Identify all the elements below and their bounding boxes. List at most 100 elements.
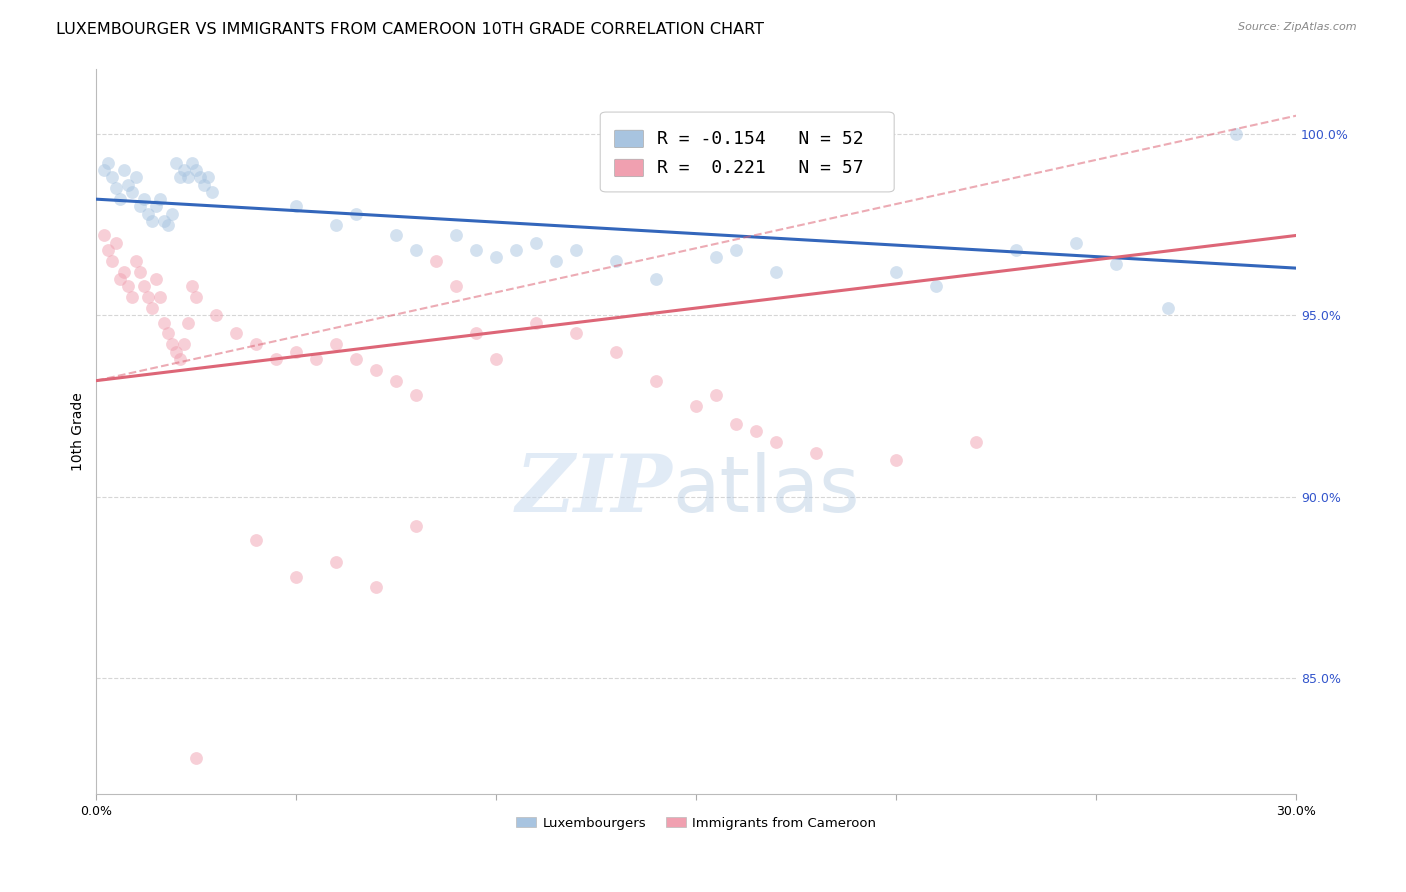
Text: ZIP: ZIP bbox=[516, 450, 672, 528]
Point bbox=[105, 181, 128, 195]
Point bbox=[157, 218, 180, 232]
Point bbox=[1225, 127, 1247, 141]
Point bbox=[385, 228, 408, 243]
Point bbox=[524, 235, 547, 250]
Point bbox=[366, 363, 388, 377]
Point bbox=[806, 446, 828, 460]
Point bbox=[153, 316, 176, 330]
Point bbox=[485, 250, 508, 264]
Point bbox=[485, 351, 508, 366]
Point bbox=[121, 290, 143, 304]
Point bbox=[138, 207, 160, 221]
Point bbox=[105, 235, 128, 250]
Point bbox=[193, 178, 215, 192]
Point bbox=[101, 253, 124, 268]
Point bbox=[765, 265, 787, 279]
Point bbox=[125, 253, 148, 268]
Point bbox=[385, 374, 408, 388]
Point bbox=[285, 199, 308, 213]
Text: LUXEMBOURGER VS IMMIGRANTS FROM CAMEROON 10TH GRADE CORRELATION CHART: LUXEMBOURGER VS IMMIGRANTS FROM CAMEROON… bbox=[56, 22, 765, 37]
Point bbox=[121, 185, 143, 199]
Point bbox=[162, 207, 184, 221]
Point bbox=[173, 163, 195, 178]
Point bbox=[112, 265, 135, 279]
Point bbox=[305, 351, 328, 366]
Point bbox=[141, 301, 163, 315]
Point bbox=[465, 326, 488, 341]
Point bbox=[925, 279, 948, 293]
Point bbox=[245, 533, 267, 548]
Point bbox=[446, 279, 468, 293]
Point bbox=[177, 170, 200, 185]
Point bbox=[101, 170, 124, 185]
Point bbox=[165, 156, 187, 170]
Y-axis label: 10th Grade: 10th Grade bbox=[72, 392, 86, 471]
Point bbox=[110, 192, 132, 206]
Point bbox=[162, 337, 184, 351]
Point bbox=[145, 272, 167, 286]
Point bbox=[169, 351, 191, 366]
Point bbox=[285, 569, 308, 583]
Point bbox=[245, 337, 267, 351]
Point bbox=[197, 170, 219, 185]
Point bbox=[704, 250, 727, 264]
FancyBboxPatch shape bbox=[614, 130, 644, 148]
Point bbox=[149, 290, 172, 304]
Point bbox=[177, 316, 200, 330]
Point bbox=[186, 751, 208, 765]
Point bbox=[505, 243, 527, 257]
Point bbox=[225, 326, 247, 341]
Point bbox=[325, 555, 347, 569]
Point bbox=[405, 518, 427, 533]
Point bbox=[765, 435, 787, 450]
Point bbox=[446, 228, 468, 243]
Point bbox=[157, 326, 180, 341]
Point bbox=[704, 388, 727, 402]
Point bbox=[325, 218, 347, 232]
Point bbox=[117, 178, 139, 192]
Point bbox=[1105, 258, 1128, 272]
Point bbox=[97, 243, 120, 257]
Point bbox=[605, 344, 627, 359]
Point bbox=[965, 435, 987, 450]
Point bbox=[325, 337, 347, 351]
Point bbox=[645, 272, 668, 286]
Point bbox=[173, 337, 195, 351]
Text: Source: ZipAtlas.com: Source: ZipAtlas.com bbox=[1239, 22, 1357, 32]
Point bbox=[366, 581, 388, 595]
Point bbox=[169, 170, 191, 185]
Point bbox=[97, 156, 120, 170]
Point bbox=[266, 351, 288, 366]
Point bbox=[186, 290, 208, 304]
Point bbox=[145, 199, 167, 213]
Point bbox=[201, 185, 224, 199]
Point bbox=[285, 344, 308, 359]
FancyBboxPatch shape bbox=[614, 160, 644, 177]
Point bbox=[112, 163, 135, 178]
Point bbox=[524, 316, 547, 330]
Point bbox=[153, 214, 176, 228]
Point bbox=[188, 170, 211, 185]
FancyBboxPatch shape bbox=[600, 112, 894, 192]
Point bbox=[125, 170, 148, 185]
Point bbox=[884, 265, 907, 279]
Point bbox=[645, 374, 668, 388]
Point bbox=[165, 344, 187, 359]
Point bbox=[745, 425, 768, 439]
Point bbox=[181, 279, 204, 293]
Point bbox=[425, 253, 447, 268]
Point bbox=[725, 243, 748, 257]
Point bbox=[1157, 301, 1180, 315]
Point bbox=[344, 351, 367, 366]
Point bbox=[93, 163, 115, 178]
Point bbox=[134, 279, 156, 293]
Point bbox=[685, 399, 707, 413]
Point bbox=[141, 214, 163, 228]
Text: R = -0.154   N = 52: R = -0.154 N = 52 bbox=[657, 130, 863, 148]
Point bbox=[565, 243, 588, 257]
Point bbox=[405, 243, 427, 257]
Point bbox=[186, 163, 208, 178]
Point bbox=[565, 326, 588, 341]
Point bbox=[205, 308, 228, 322]
Point bbox=[546, 253, 568, 268]
